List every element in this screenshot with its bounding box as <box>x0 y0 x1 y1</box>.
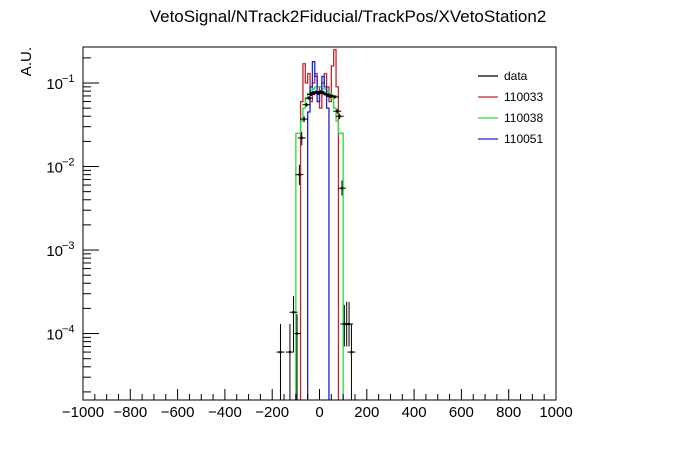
series-data-point <box>335 113 344 120</box>
x-tick-label: −400 <box>208 404 242 421</box>
legend-item: 110033 <box>478 90 543 104</box>
y-tick-label: 10 <box>46 243 63 260</box>
legend-label: data <box>504 69 528 83</box>
series-110038-line <box>295 86 344 400</box>
x-tick-label: 600 <box>449 404 474 421</box>
series-data-marker <box>309 93 313 96</box>
series-data-point <box>333 108 342 114</box>
series-data-marker <box>317 92 320 95</box>
series-data-marker <box>307 96 311 100</box>
chart-title: VetoSignal/NTrack2Fiducial/TrackPos/XVet… <box>150 7 547 26</box>
series-data-marker <box>347 322 351 326</box>
series-data-marker <box>288 350 292 354</box>
legend-item: 110038 <box>478 111 543 125</box>
y-tick-exponent: −2 <box>62 157 75 169</box>
y-tick-label: 10 <box>46 160 63 177</box>
y-tick-exponent: −4 <box>62 324 75 336</box>
x-tick-label: −800 <box>113 404 147 421</box>
legend-item: 110051 <box>478 132 543 146</box>
series-110051-line <box>307 61 330 400</box>
x-tick-label: −200 <box>255 404 289 421</box>
series-data-point <box>330 95 339 99</box>
series-group <box>276 49 356 400</box>
series-data-marker <box>292 310 295 314</box>
series-data-marker <box>319 90 322 93</box>
x-tick-label: 1000 <box>539 404 572 421</box>
series-data-marker <box>338 114 341 118</box>
y-axis-label: A.U. <box>18 47 35 76</box>
series-110033-line <box>299 49 340 400</box>
series-data-marker <box>302 117 306 121</box>
y-tick-exponent: −3 <box>62 240 75 252</box>
series-data-point <box>297 131 306 146</box>
series-data-marker <box>305 103 308 107</box>
x-axis: −1000 −800 −600 −400 −200 0 200 400 600 800 1000 <box>62 389 573 421</box>
y-tick-label: 10 <box>46 76 63 93</box>
series-data-point <box>289 296 298 353</box>
series-data-point <box>307 92 316 96</box>
legend-label: 110033 <box>504 90 543 104</box>
series-data-marker <box>326 93 330 97</box>
series-data-marker <box>300 136 304 140</box>
series-data-marker <box>279 350 282 354</box>
x-tick-label: 0 <box>315 404 323 421</box>
series-data-marker <box>295 332 299 335</box>
series-data-marker <box>298 173 301 176</box>
y-tick-label: 10 <box>46 327 63 344</box>
legend-label: 110038 <box>504 111 543 125</box>
series-data-point <box>347 324 356 400</box>
x-tick-label: 400 <box>402 404 427 421</box>
series-data <box>276 90 356 400</box>
legend-label: 110051 <box>504 132 543 146</box>
series-data-marker <box>340 186 344 190</box>
series-data-marker <box>314 90 318 94</box>
series-data-point <box>304 96 313 100</box>
series-110033 <box>299 49 340 400</box>
series-data-point <box>276 324 285 400</box>
x-tick-label: −1000 <box>62 404 104 421</box>
legend-item: data <box>478 69 528 83</box>
series-110051 <box>307 61 330 400</box>
series-data-point <box>293 314 302 400</box>
series-data-point <box>337 180 346 196</box>
series-data-marker <box>350 350 353 354</box>
series-data-marker <box>333 95 337 99</box>
x-tick-label: 200 <box>354 404 379 421</box>
x-tick-label: −600 <box>161 404 195 421</box>
y-tick-exponent: −1 <box>62 73 75 85</box>
x-tick-label: 800 <box>496 404 521 421</box>
series-110038 <box>295 86 344 400</box>
series-data-point <box>285 324 294 400</box>
y-axis: 10−410−310−210−1 <box>46 57 99 393</box>
series-data-point <box>302 102 311 107</box>
series-data-point <box>295 164 304 186</box>
legend: data 110033 110038 110051 <box>478 69 543 146</box>
series-data-point <box>300 116 309 123</box>
series-data-marker <box>335 109 339 113</box>
